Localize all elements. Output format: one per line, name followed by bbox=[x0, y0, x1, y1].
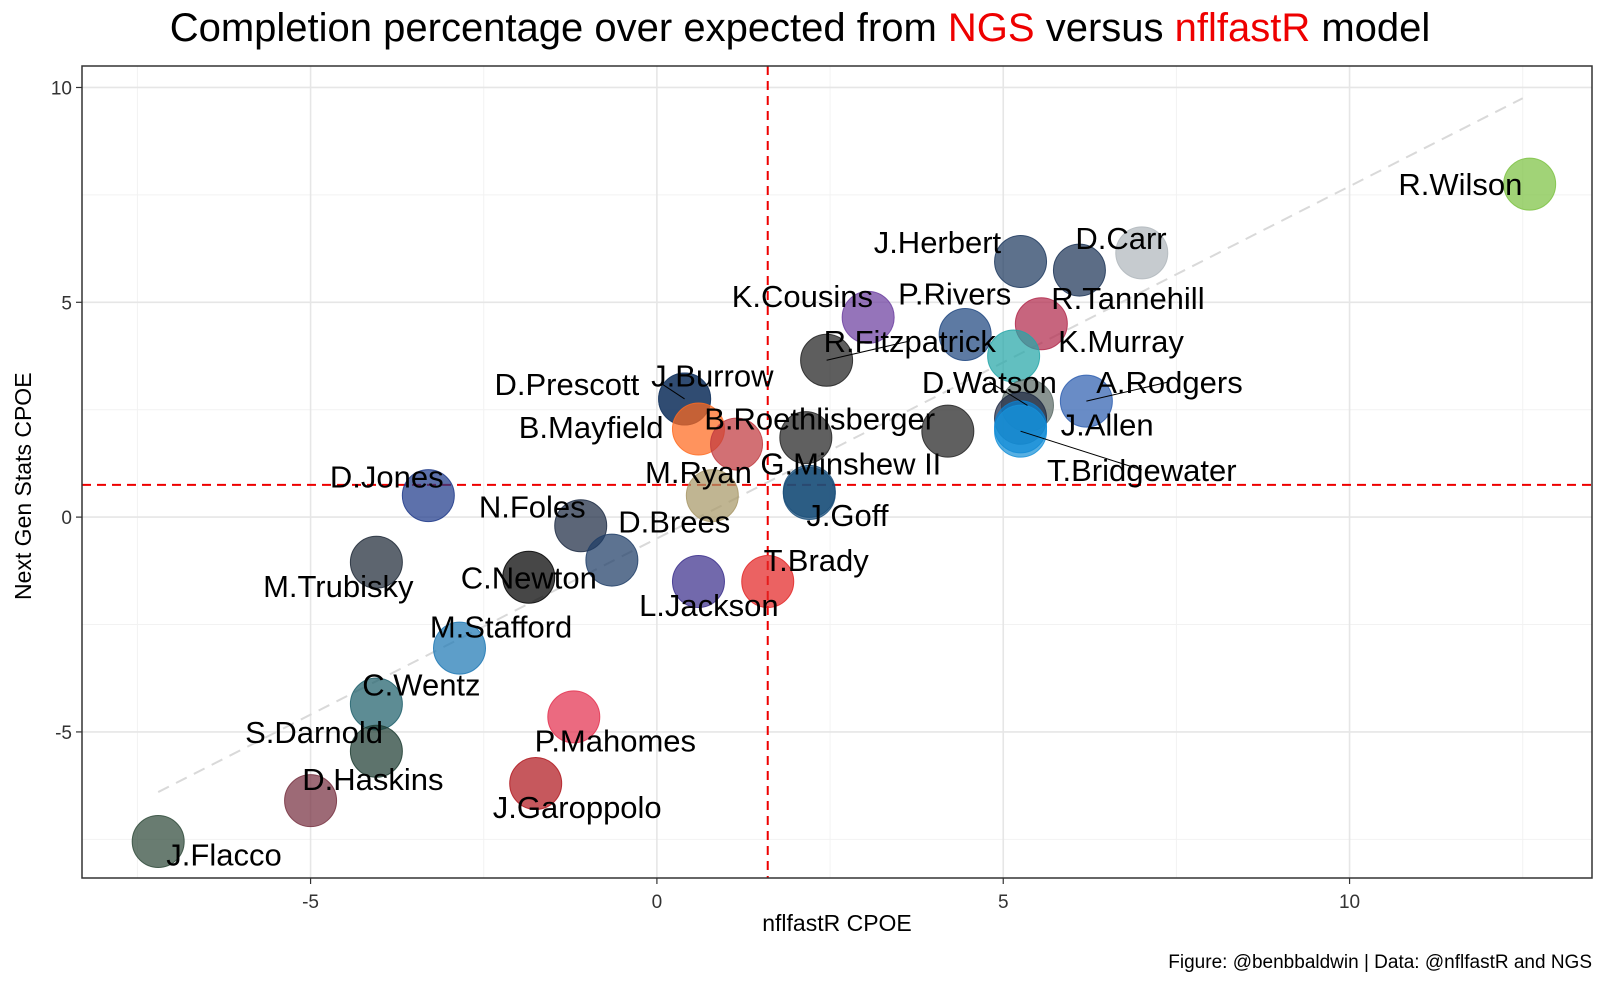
data-point bbox=[1503, 157, 1557, 211]
data-point bbox=[502, 550, 556, 604]
data-point bbox=[685, 469, 739, 523]
point-label: C.Wentz bbox=[362, 668, 480, 703]
figure-caption: Figure: @benbbaldwin | Data: @nflfastR a… bbox=[1168, 952, 1592, 973]
point-label: J.Garoppolo bbox=[493, 790, 662, 825]
point-label: C.Newton bbox=[461, 560, 597, 595]
point-label: D.Haskins bbox=[302, 762, 443, 797]
data-point bbox=[131, 814, 185, 868]
point-label: P.Rivers bbox=[898, 277, 1011, 312]
data-point bbox=[284, 774, 338, 828]
label-leader-line bbox=[661, 383, 685, 400]
point-label: S.Darnold bbox=[245, 715, 383, 750]
label-leader-line bbox=[826, 340, 910, 361]
data-point bbox=[921, 404, 975, 458]
title-middle: versus bbox=[1034, 6, 1175, 50]
data-point bbox=[987, 329, 1041, 383]
data-point bbox=[841, 290, 895, 344]
y-tick-label: 0 bbox=[61, 508, 72, 529]
point-label: J.Goff bbox=[806, 498, 889, 533]
point-label: D.Jones bbox=[330, 459, 444, 494]
point-label: D.Carr bbox=[1075, 221, 1166, 256]
label-leader-line bbox=[1020, 430, 1142, 471]
point-label: D.Prescott bbox=[495, 367, 640, 402]
data-point bbox=[741, 555, 795, 609]
data-point bbox=[671, 555, 725, 609]
data-point bbox=[782, 466, 836, 520]
title-prefix: Completion percentage over expected from bbox=[169, 6, 948, 50]
data-point bbox=[1115, 226, 1169, 280]
point-label: R.Wilson bbox=[1398, 167, 1522, 202]
point-label: M.Stafford bbox=[430, 610, 572, 645]
point-label: B.Roethlisberger bbox=[704, 401, 935, 436]
x-tick-label: 5 bbox=[998, 892, 1009, 913]
data-point bbox=[938, 308, 992, 362]
point-label: T.Brady bbox=[764, 543, 870, 578]
point-label: A.Rodgers bbox=[1096, 365, 1242, 400]
x-tick-label: 10 bbox=[1339, 892, 1360, 913]
point-label: J.Burrow bbox=[651, 358, 774, 393]
data-point bbox=[547, 690, 601, 744]
title-model: nflfastR bbox=[1174, 6, 1311, 50]
point-label: K.Murray bbox=[1058, 324, 1184, 359]
point-label: D.Watson bbox=[922, 365, 1057, 400]
data-point bbox=[349, 535, 403, 589]
point-label: M.Trubisky bbox=[263, 569, 414, 604]
y-axis-label: Next Gen Stats CPOE bbox=[10, 372, 36, 600]
point-label: G.Minshew II bbox=[760, 446, 941, 481]
chart-title: Completion percentage over expected from… bbox=[0, 6, 1600, 51]
point-label: M.Ryan bbox=[645, 455, 752, 490]
point-label: B.Mayfield bbox=[519, 410, 664, 445]
point-label: J.Allen bbox=[1061, 408, 1154, 443]
point-label: R.Fitzpatrick bbox=[824, 324, 997, 359]
data-point bbox=[710, 417, 764, 471]
label-leader-line bbox=[1086, 381, 1170, 402]
point-label: J.Flacco bbox=[166, 837, 281, 872]
x-tick-label: -5 bbox=[302, 892, 319, 913]
point-label: T.Bridgewater bbox=[1047, 453, 1237, 488]
fit-line bbox=[157, 97, 1524, 793]
point-label: J.Herbert bbox=[874, 225, 1002, 260]
y-tick-label: 5 bbox=[61, 293, 72, 314]
point-label: D.Brees bbox=[618, 504, 730, 539]
point-label: R.Tannehill bbox=[1051, 281, 1204, 316]
plot-panel bbox=[82, 66, 1592, 878]
data-point bbox=[1052, 243, 1106, 297]
data-point bbox=[554, 499, 608, 553]
data-point bbox=[779, 411, 833, 465]
data-point bbox=[433, 621, 486, 675]
data-point bbox=[994, 234, 1048, 288]
y-tick-label: 10 bbox=[51, 78, 72, 99]
x-tick-label: 0 bbox=[652, 892, 663, 913]
y-tick-label: -5 bbox=[55, 723, 72, 744]
title-ngs: NGS bbox=[947, 6, 1035, 50]
title-suffix: model bbox=[1310, 6, 1431, 50]
data-point bbox=[349, 724, 403, 778]
x-axis-label: nflfastR CPOE bbox=[762, 910, 912, 936]
label-leader-line bbox=[989, 381, 1028, 406]
data-point bbox=[509, 756, 563, 810]
data-point bbox=[401, 469, 455, 523]
point-label: P.Mahomes bbox=[535, 724, 696, 759]
point-label: L.Jackson bbox=[639, 588, 779, 623]
point-label: N.Foles bbox=[479, 489, 586, 524]
plot-border bbox=[81, 65, 1593, 879]
data-point bbox=[585, 533, 639, 587]
point-label: K.Cousins bbox=[732, 279, 873, 314]
